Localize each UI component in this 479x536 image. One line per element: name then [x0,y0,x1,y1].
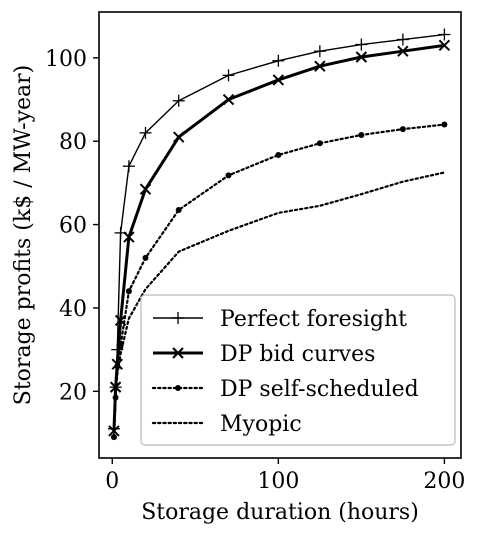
legend-marker [172,312,184,324]
x-marker-b [172,131,185,143]
legend-entry: DP bid curves [153,342,375,367]
data-point [225,172,232,179]
y-tick-label: 100 [45,47,87,72]
legend-entry: Myopic [151,412,302,437]
data-point [396,33,409,46]
x-marker-b [172,347,184,359]
x-axis-label: Storage duration (hours) [141,500,419,525]
x-marker-b [222,93,235,106]
y-tick-label: 40 [59,297,87,322]
data-point [358,131,365,138]
data-point [142,254,149,261]
x-tick-label: 0 [105,469,119,494]
x-tick-label: 200 [423,469,465,494]
x-marker-b [438,39,451,52]
legend-marker [172,347,184,359]
data-point [355,51,368,63]
y-axis: 20 40 60 80 100 [45,47,99,405]
data-point [355,38,368,51]
x-axis: 0 100 200 [105,458,465,494]
x-marker-b [272,74,285,86]
legend-label: DP self-scheduled [220,377,419,402]
legend-label: DP bid curves [220,342,375,367]
data-point [438,28,451,41]
x-marker-b [139,183,152,195]
legend-entry: DP self-scheduled [151,377,419,402]
y-tick-label: 20 [59,380,87,405]
data-point [275,151,282,158]
y-tick-label: 60 [59,214,87,239]
data-point [316,140,323,147]
data-point [109,381,122,393]
plot-frame [98,11,462,459]
data-point [397,45,409,57]
data-point [272,74,285,86]
data-point [139,126,152,139]
data-point [438,39,451,52]
data-point [399,126,406,133]
x-marker-b [397,45,409,57]
legend-entry: Perfect foresight [153,307,407,332]
legend-label: Perfect foresight [220,307,407,332]
series-line [112,171,446,439]
data-point [139,183,152,195]
data-point [222,69,235,82]
data-point [122,160,135,173]
x-marker-b [123,231,135,243]
data-point [441,121,448,128]
x-marker-b [355,51,368,63]
data-point [172,131,185,143]
data-point [313,45,326,58]
x-marker-b [109,381,122,393]
data-point [125,288,132,295]
data-point [172,94,185,107]
legend: Perfect foresight DP bid curves DP self-sc… [140,294,456,446]
series-layer [107,28,451,441]
series-4 [112,171,446,439]
legend-box [140,294,456,446]
data-point [175,206,182,213]
legend-label: Myopic [220,412,302,437]
legend-marker [175,385,181,391]
y-axis-label: Storage profits (k$ / MW-year) [11,65,36,405]
data-point [123,231,135,243]
data-point [272,54,285,67]
x-marker-b [314,60,326,72]
data-point [314,60,326,72]
y-tick-label: 80 [59,130,87,155]
x-tick-label: 100 [257,469,299,494]
data-point [222,93,235,106]
